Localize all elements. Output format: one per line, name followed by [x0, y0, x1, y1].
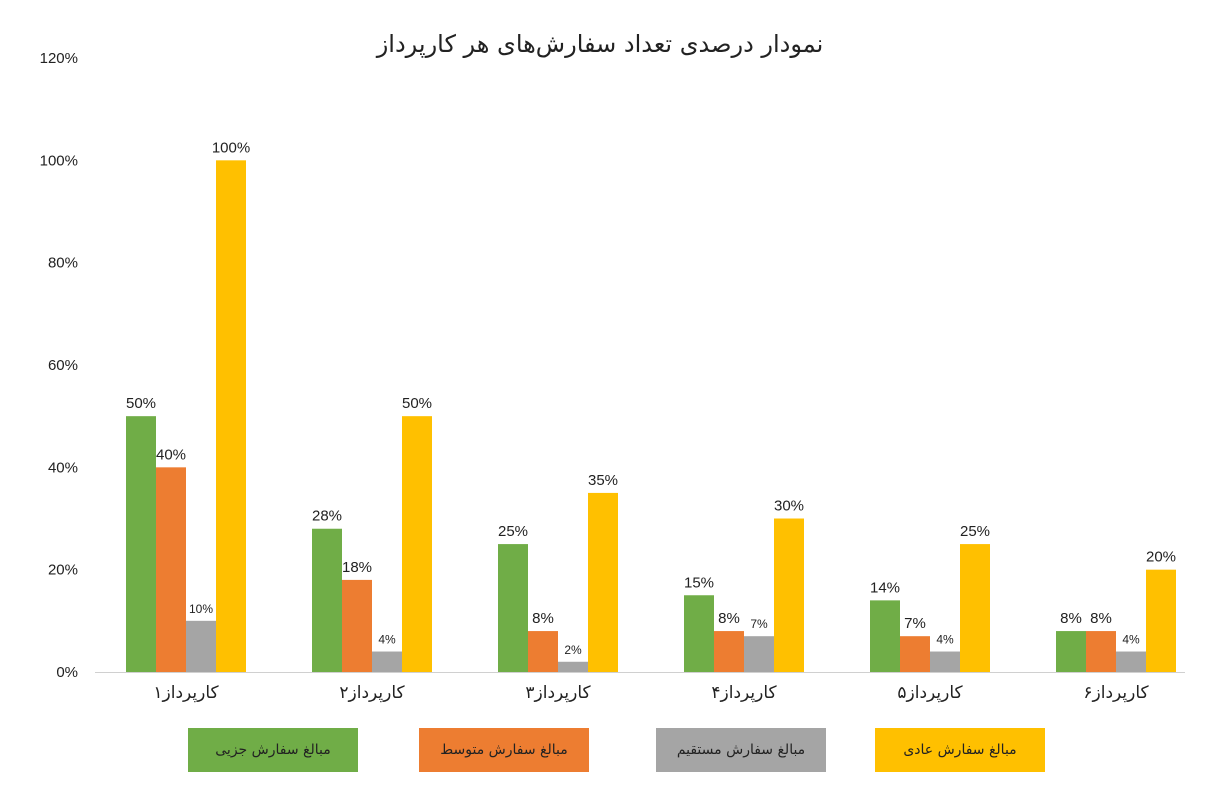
data-label: 14%: [870, 579, 900, 596]
data-label: 50%: [402, 395, 432, 412]
bar: [1056, 631, 1086, 672]
data-labels: 50% 40% 10% 100% 28% 18% 4% 50% 25% 8% 2% 35% 15% 8% 7…: [126, 139, 1176, 656]
bar: [558, 661, 588, 672]
x-tick-label: کارپرداز۲: [339, 683, 405, 703]
y-axis: 0% 20% 40% 60% 80% 100% 120%: [40, 50, 78, 681]
bar: [402, 416, 432, 672]
data-label: 15%: [684, 574, 714, 591]
bar: [342, 579, 372, 672]
bar: [1086, 631, 1116, 672]
x-tick-label: کارپرداز۶: [1083, 683, 1149, 703]
y-tick-label: 100%: [40, 152, 78, 169]
data-label: 25%: [960, 523, 990, 540]
data-label: 30%: [774, 498, 804, 515]
data-label: 7%: [750, 617, 768, 631]
bar: [372, 651, 402, 672]
data-label: 7%: [904, 615, 926, 632]
data-label: 20%: [1146, 549, 1176, 566]
legend-entry: مبالغ سفارش عادی: [875, 728, 1045, 772]
data-label: 100%: [212, 139, 250, 156]
bar: [774, 518, 804, 672]
legend-entry: مبالغ سفارش متوسط: [419, 728, 589, 772]
y-tick-label: 60%: [48, 357, 78, 374]
data-label: 8%: [1060, 610, 1082, 627]
data-label: 4%: [936, 633, 954, 647]
data-label: 10%: [189, 602, 213, 616]
bar: [744, 636, 774, 672]
legend-entry: مبالغ سفارش مستقیم: [656, 728, 826, 772]
x-axis: کارپرداز۱ کارپرداز۲ کارپرداز۳ کارپرداز۴ کارپ…: [95, 672, 1185, 703]
bar: [126, 416, 156, 672]
data-label: 28%: [312, 508, 342, 525]
data-label: 8%: [1090, 610, 1112, 627]
bar: [528, 631, 558, 672]
bar: [156, 467, 186, 672]
x-tick-label: کارپرداز۵: [897, 683, 963, 703]
data-label: 8%: [532, 610, 554, 627]
y-tick-label: 0%: [56, 664, 78, 681]
x-tick-label: کارپرداز۱: [153, 683, 219, 703]
data-label: 25%: [498, 523, 528, 540]
bar: [870, 600, 900, 672]
data-label: 50%: [126, 395, 156, 412]
bar: [714, 631, 744, 672]
data-label: 4%: [1122, 633, 1140, 647]
bars: [126, 160, 1176, 673]
data-label: 35%: [588, 472, 618, 489]
bar: [960, 544, 990, 672]
bar: [930, 651, 960, 672]
bar: [186, 620, 216, 672]
y-tick-label: 80%: [48, 255, 78, 272]
bar: [498, 544, 528, 672]
bar: [312, 528, 342, 672]
bar: [900, 636, 930, 672]
y-tick-label: 40%: [48, 459, 78, 476]
y-tick-label: 120%: [40, 50, 78, 67]
bar: [1116, 651, 1146, 672]
x-tick-label: کارپرداز۳: [525, 683, 591, 703]
data-label: 40%: [156, 446, 186, 463]
data-label: 2%: [564, 643, 582, 657]
legend-entry: مبالغ سفارش جزیی: [188, 728, 358, 772]
bar: [684, 595, 714, 672]
chart-title: نمودار درصدی تعداد سفارش‌های هر کارپرداز: [376, 30, 824, 58]
x-tick-label: کارپرداز۴: [711, 683, 777, 703]
data-label: 18%: [342, 559, 372, 576]
bar: [216, 160, 246, 673]
data-label: 4%: [378, 633, 396, 647]
data-label: 8%: [718, 610, 740, 627]
bar: [1146, 569, 1176, 672]
bar: [588, 492, 618, 672]
y-tick-label: 20%: [48, 562, 78, 579]
